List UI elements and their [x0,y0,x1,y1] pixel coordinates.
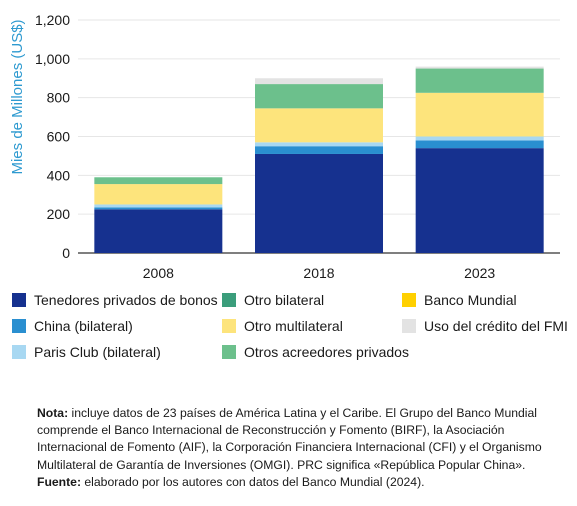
stacked-bar-chart: 0 200 400 600 800 1,000 1,200 2008 2018 2023 Mie… [9,12,560,281]
legend-label: Otro bilateral [244,292,325,308]
legend-label: Tenedores privados de bonos [34,292,218,308]
source-label: Fuente: [37,474,82,489]
y-tick-label: 800 [47,90,71,106]
legend-swatch [222,293,236,307]
legend-label: Uso del crédito del FMI [424,318,568,334]
legend-swatch [402,319,416,333]
bar-segment [94,207,223,210]
legend-item: Paris Club (bilateral) [12,344,161,360]
legend-item: Tenedores privados de bonos [12,292,218,308]
bar-segment [94,184,223,205]
legend-label: Paris Club (bilateral) [34,344,161,360]
legend-swatch [12,319,26,333]
footnote: Nota: incluye datos de 23 países de Amér… [37,405,557,491]
y-tick-label: 200 [47,206,71,222]
legend-label: China (bilateral) [34,318,133,334]
legend-swatch [222,345,236,359]
x-tick-labels: 2008 2018 2023 [143,265,496,281]
source-paragraph: Fuente: elaborado por los autores con da… [37,474,557,491]
bar-segment [415,66,544,69]
y-axis-label: Mies de Millones (US$) [9,19,26,174]
x-tick-label: 2023 [464,265,495,281]
legend-item: Banco Mundial [402,292,517,308]
bar-segment [415,68,544,93]
bar-segment [94,209,223,253]
note-label: Nota: [37,406,69,420]
y-tick-label: 400 [47,167,71,183]
bar-segment [255,108,383,143]
bar-segment [415,148,544,253]
y-tick-label: 0 [62,245,70,261]
y-tick-label: 1,000 [35,51,70,67]
legend-label: Banco Mundial [424,292,517,308]
bars [94,66,544,253]
bar-segment [94,204,223,208]
bar-segment [255,146,383,154]
x-tick-label: 2018 [303,265,334,281]
bar-segment [255,78,383,85]
legend: Tenedores privados de bonos Otro bilater… [12,290,572,370]
legend-item: China (bilateral) [12,318,133,334]
bar-segment [415,92,544,137]
bar-segment [255,84,383,109]
legend-swatch [12,345,26,359]
legend-item: Otro bilateral [222,292,324,308]
legend-swatch [402,293,416,307]
source-text: elaborado por los autores con datos del … [81,474,425,489]
bar-segment [94,177,223,185]
note-text: incluye datos de 23 países de América La… [37,406,542,472]
bar-segment [255,153,383,253]
legend-label: Otro multilateral [244,318,343,334]
legend-item: Uso del crédito del FMI [402,318,568,334]
x-tick-label: 2008 [143,265,174,281]
legend-swatch [12,293,26,307]
legend-label: Otros acreedores privados [244,344,409,360]
bar-segment [415,136,544,141]
bar-segment [415,140,544,149]
y-tick-labels: 0 200 400 600 800 1,000 1,200 [35,12,70,261]
legend-swatch [222,319,236,333]
bar-segment [255,142,383,147]
y-tick-label: 1,200 [35,12,70,28]
legend-item: Otro multilateral [222,318,343,334]
y-tick-label: 600 [47,129,71,145]
legend-item: Otros acreedores privados [222,344,409,360]
note-paragraph: Nota: incluye datos de 23 países de Amér… [37,405,557,474]
